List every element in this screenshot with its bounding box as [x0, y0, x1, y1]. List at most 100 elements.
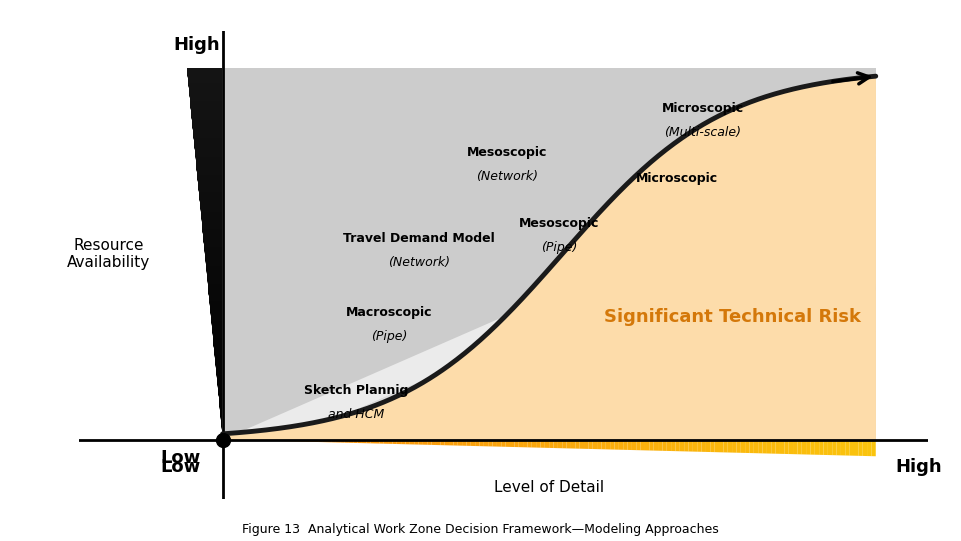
Polygon shape: [188, 91, 222, 93]
Polygon shape: [344, 440, 349, 443]
Polygon shape: [562, 440, 567, 448]
Polygon shape: [471, 440, 475, 446]
Polygon shape: [698, 440, 702, 452]
Polygon shape: [216, 370, 222, 373]
Polygon shape: [191, 118, 222, 120]
Polygon shape: [189, 93, 222, 96]
Polygon shape: [275, 440, 280, 441]
Polygon shape: [213, 346, 222, 348]
Polygon shape: [196, 167, 222, 170]
Polygon shape: [576, 440, 579, 448]
Polygon shape: [837, 440, 841, 456]
Polygon shape: [758, 440, 762, 453]
Polygon shape: [457, 440, 462, 446]
Polygon shape: [662, 440, 667, 451]
Polygon shape: [220, 412, 222, 415]
Polygon shape: [523, 440, 528, 447]
Polygon shape: [200, 204, 222, 207]
Polygon shape: [211, 328, 222, 331]
Polygon shape: [212, 331, 222, 333]
Polygon shape: [204, 242, 222, 244]
Polygon shape: [653, 440, 658, 451]
Polygon shape: [220, 417, 222, 420]
Polygon shape: [194, 143, 222, 145]
Polygon shape: [188, 83, 222, 85]
Polygon shape: [217, 387, 222, 390]
Polygon shape: [219, 405, 222, 407]
Text: High: High: [896, 458, 942, 477]
Polygon shape: [614, 440, 619, 450]
Text: Macroscopic: Macroscopic: [346, 306, 432, 319]
Polygon shape: [209, 304, 222, 306]
Text: Mesoscopic: Mesoscopic: [519, 217, 599, 230]
Polygon shape: [628, 332, 875, 439]
Polygon shape: [464, 260, 875, 439]
Text: Travel Demand Model: Travel Demand Model: [343, 232, 494, 245]
Polygon shape: [619, 440, 623, 450]
Polygon shape: [650, 440, 653, 451]
Polygon shape: [597, 440, 602, 449]
Polygon shape: [789, 440, 793, 454]
Polygon shape: [780, 440, 784, 454]
Polygon shape: [193, 133, 222, 135]
Polygon shape: [288, 440, 292, 441]
Polygon shape: [196, 165, 222, 167]
Polygon shape: [217, 382, 222, 385]
Polygon shape: [223, 76, 875, 439]
Polygon shape: [192, 126, 222, 128]
Polygon shape: [558, 440, 562, 448]
Polygon shape: [188, 85, 222, 88]
Polygon shape: [671, 440, 676, 451]
Polygon shape: [841, 440, 846, 456]
Polygon shape: [209, 291, 222, 294]
Polygon shape: [204, 247, 222, 249]
Polygon shape: [202, 225, 222, 227]
Polygon shape: [362, 440, 366, 443]
Polygon shape: [216, 375, 222, 378]
Polygon shape: [858, 440, 863, 456]
Polygon shape: [462, 440, 466, 446]
Polygon shape: [431, 440, 436, 445]
Polygon shape: [209, 308, 222, 311]
Polygon shape: [218, 395, 222, 398]
Polygon shape: [397, 440, 401, 444]
Polygon shape: [824, 440, 827, 455]
Polygon shape: [392, 440, 397, 444]
Polygon shape: [863, 440, 867, 456]
Polygon shape: [436, 440, 440, 445]
Polygon shape: [327, 440, 332, 443]
Polygon shape: [567, 440, 571, 448]
Polygon shape: [197, 177, 222, 180]
Polygon shape: [208, 281, 222, 283]
Polygon shape: [209, 299, 222, 301]
Polygon shape: [483, 440, 488, 446]
Polygon shape: [306, 440, 309, 442]
Polygon shape: [198, 189, 222, 192]
Polygon shape: [375, 440, 380, 444]
Polygon shape: [201, 219, 222, 222]
Polygon shape: [198, 182, 222, 184]
Polygon shape: [189, 96, 222, 98]
Polygon shape: [203, 239, 222, 242]
Polygon shape: [827, 440, 832, 455]
Polygon shape: [440, 440, 445, 445]
Polygon shape: [702, 440, 706, 452]
Polygon shape: [641, 440, 645, 450]
Polygon shape: [502, 440, 505, 447]
Polygon shape: [214, 353, 222, 355]
Polygon shape: [203, 232, 222, 234]
Polygon shape: [215, 363, 222, 365]
Polygon shape: [373, 221, 874, 439]
Polygon shape: [323, 440, 327, 442]
Polygon shape: [593, 440, 597, 449]
Polygon shape: [292, 440, 297, 441]
Polygon shape: [209, 301, 222, 304]
Polygon shape: [218, 398, 222, 400]
Text: and HCM: and HCM: [329, 408, 384, 421]
Polygon shape: [693, 440, 698, 452]
Polygon shape: [187, 81, 222, 83]
Polygon shape: [815, 440, 819, 455]
Polygon shape: [419, 440, 423, 445]
Polygon shape: [645, 440, 650, 451]
Polygon shape: [530, 288, 875, 439]
